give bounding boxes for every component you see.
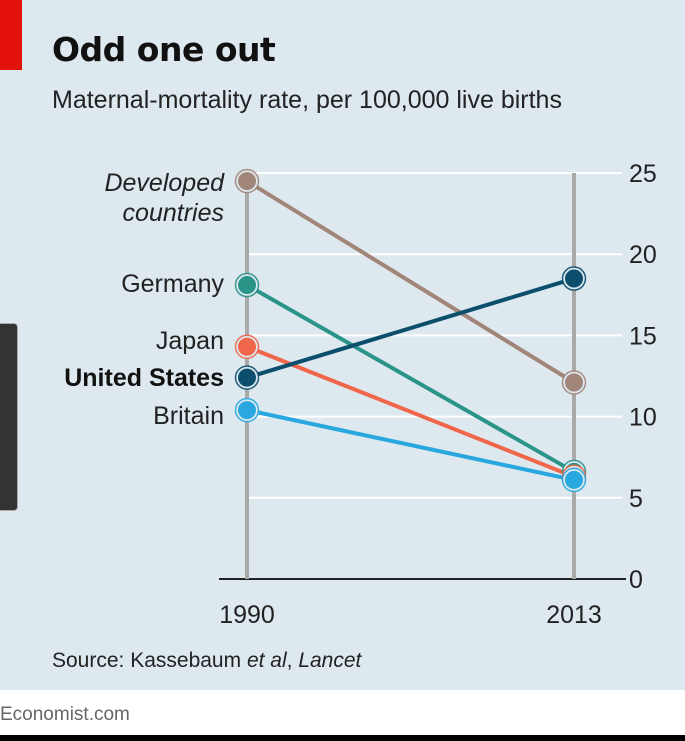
series-line [245, 344, 576, 479]
y-tick-label: 15 [629, 322, 657, 350]
data-point [236, 335, 258, 358]
data-point [236, 366, 258, 389]
y-tick-label: 10 [629, 404, 657, 432]
series-label: Germany [121, 270, 224, 298]
y-tick-label: 0 [629, 566, 643, 594]
data-point [563, 267, 585, 290]
y-tick-label: 5 [629, 485, 643, 513]
data-point [236, 170, 258, 193]
series-label: Britain [153, 402, 224, 430]
data-point-ring [234, 272, 260, 298]
data-point-ring [234, 168, 260, 194]
series-label: countries [123, 199, 224, 227]
data-point-ring [234, 365, 260, 390]
data-point-ring [561, 370, 587, 395]
series-line [245, 408, 576, 482]
y-tick-label: 20 [629, 241, 657, 269]
data-point [563, 468, 585, 491]
series-line [245, 276, 576, 380]
brand-red-tag [0, 0, 22, 70]
data-point-ring [234, 334, 260, 360]
source-separator: , [286, 649, 299, 672]
x-tick-label: 1990 [219, 601, 275, 629]
series-label: Japan [156, 327, 224, 355]
chart-subtitle: Maternal-mortality rate, per 100,000 liv… [52, 86, 562, 114]
side-scroll-tab[interactable] [0, 323, 18, 511]
source-etal: et al [246, 649, 287, 672]
data-point [236, 274, 258, 297]
series-line [245, 179, 576, 385]
x-tick-label: 2013 [546, 601, 602, 629]
data-point-ring [561, 266, 587, 291]
source-prefix: Source: Kassebaum [52, 649, 247, 672]
chart-title: Odd one out [52, 30, 276, 69]
series-line [245, 283, 576, 474]
chart-panel [0, 0, 685, 690]
footer-site-name: Economist.com [0, 704, 130, 725]
series-label: Developed [104, 169, 225, 197]
data-point [236, 399, 258, 422]
source-journal: Lancet [298, 649, 362, 672]
y-tick-label: 25 [629, 160, 657, 188]
series-label: United States [64, 364, 224, 392]
data-point-ring [561, 467, 587, 493]
data-point [563, 371, 585, 394]
source-note: Source: Kassebaum et al, Lancet [52, 649, 361, 673]
data-point-ring [234, 397, 260, 423]
